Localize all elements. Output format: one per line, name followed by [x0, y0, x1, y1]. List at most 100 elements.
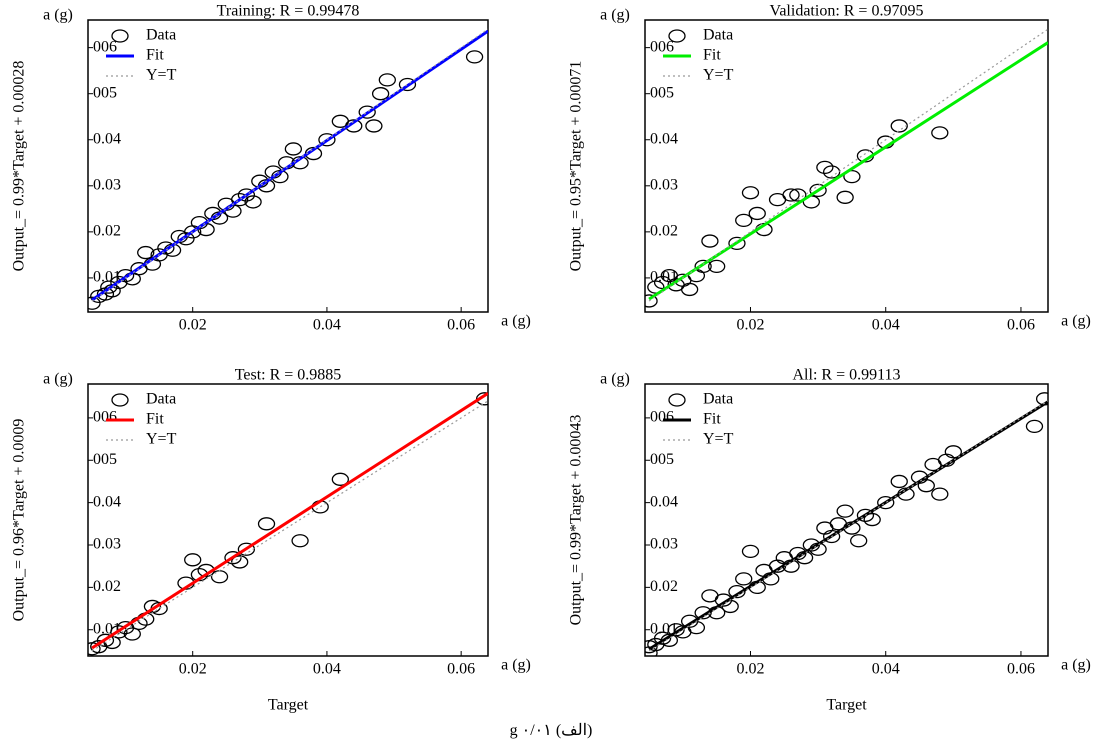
y-tick-label: 0.04	[650, 130, 678, 147]
legend-label: Data	[703, 391, 733, 408]
data-point	[224, 551, 242, 565]
y-tick-label: 0.04	[650, 493, 678, 510]
data-point	[318, 133, 336, 147]
data-point	[1025, 419, 1044, 434]
data-point	[177, 232, 195, 246]
y-tick-label: 005	[93, 451, 117, 468]
data-point	[331, 472, 349, 486]
y-tick-label: 005	[650, 84, 674, 101]
x-tick-label: 0.02	[736, 317, 764, 334]
data-point	[748, 206, 766, 221]
data-point	[701, 234, 719, 248]
plot-frame	[87, 383, 489, 657]
data-point	[917, 479, 935, 493]
data-point	[836, 190, 854, 204]
y-axis-label: Output_= 0.99*Target + 0.00028	[11, 61, 28, 272]
legend-symbol	[111, 29, 129, 43]
data-point	[244, 195, 262, 209]
chart-title: Validation: R = 0.97095	[770, 3, 924, 20]
y-tick-label: 0.02	[650, 223, 678, 240]
data-point	[694, 259, 712, 274]
legend-label: Fit	[146, 47, 164, 64]
identity-line	[648, 400, 1048, 652]
x-tick-label: 0.04	[313, 661, 341, 678]
data-point	[931, 126, 949, 140]
x-unit-label: a (g)	[1061, 657, 1091, 674]
identity-line	[91, 28, 488, 302]
data-point	[931, 487, 949, 501]
data-point	[110, 625, 128, 639]
x-tick-label: 0.06	[447, 661, 475, 678]
data-point	[378, 73, 396, 87]
data-point	[123, 627, 141, 641]
caption: (الف) g ۰/۰۱	[509, 722, 593, 739]
x-unit-label: a (g)	[1061, 313, 1091, 330]
chart-title: Training: R = 0.99478	[217, 3, 360, 20]
legend-label: Fit	[703, 47, 721, 64]
data-point	[257, 517, 276, 531]
data-point	[816, 160, 834, 175]
x-tick-label: 0.06	[447, 317, 475, 334]
y-tick-label: 005	[650, 451, 674, 468]
legend-label: Y=T	[703, 67, 734, 84]
data-point	[100, 280, 118, 294]
y-tick-label: 0.03	[650, 536, 678, 553]
y-tick-label: 006	[93, 409, 117, 426]
data-point	[728, 584, 746, 599]
data-point	[237, 542, 256, 556]
data-point	[822, 165, 841, 179]
data-point	[184, 553, 202, 567]
legend-symbol	[111, 393, 129, 407]
plot-area	[645, 392, 1048, 656]
legend-label: Y=T	[146, 67, 177, 84]
y-tick-label: 0.04	[93, 130, 121, 147]
x-tick-label: 0.06	[1007, 661, 1035, 678]
legend-label: Y=T	[146, 431, 177, 448]
data-point	[890, 119, 908, 133]
y-tick-label: 0.01	[93, 269, 121, 286]
data-point	[694, 606, 712, 620]
data-point	[231, 555, 249, 569]
data-point	[735, 213, 753, 227]
plot-area	[88, 28, 488, 310]
y-unit-label: a (g)	[43, 371, 73, 388]
y-tick-label: 0.02	[93, 578, 121, 595]
legend-label: Fit	[703, 411, 721, 428]
data-point	[645, 294, 658, 308]
legend-symbol	[668, 393, 686, 407]
data-point	[237, 188, 256, 202]
y-tick-label: 0.02	[93, 223, 121, 240]
data-point	[291, 534, 309, 548]
identity-line	[648, 28, 1048, 302]
y-tick-label: 006	[93, 38, 117, 55]
legend-label: Y=T	[703, 431, 734, 448]
data-point	[782, 188, 800, 202]
data-point	[708, 259, 726, 274]
data-point	[789, 188, 807, 202]
chart-title: All: R = 0.99113	[793, 367, 901, 384]
y-axis-label: Output_= 0.96*Target + 0.0009	[11, 419, 28, 622]
x-tick-label: 0.04	[872, 317, 900, 334]
data-point	[944, 445, 962, 459]
data-point	[231, 192, 249, 207]
x-tick-label: 0.02	[179, 317, 207, 334]
x-tick-label: 0.02	[179, 661, 207, 678]
data-point	[856, 508, 875, 522]
data-point	[680, 282, 699, 297]
data-point	[137, 245, 155, 260]
legend-symbol	[668, 29, 686, 43]
x-axis-label: Target	[268, 697, 309, 714]
plot-frame	[644, 19, 1049, 313]
data-point	[877, 495, 895, 510]
data-point	[728, 236, 746, 251]
legend-label: Fit	[146, 411, 164, 428]
y-axis-label: Output_= 0.99*Target + 0.00043	[568, 415, 585, 626]
plot-area	[88, 392, 488, 656]
x-unit-label: a (g)	[501, 313, 531, 330]
data-point	[850, 534, 868, 548]
data-point	[88, 296, 101, 310]
fit-line	[91, 392, 488, 650]
data-point	[284, 142, 303, 156]
